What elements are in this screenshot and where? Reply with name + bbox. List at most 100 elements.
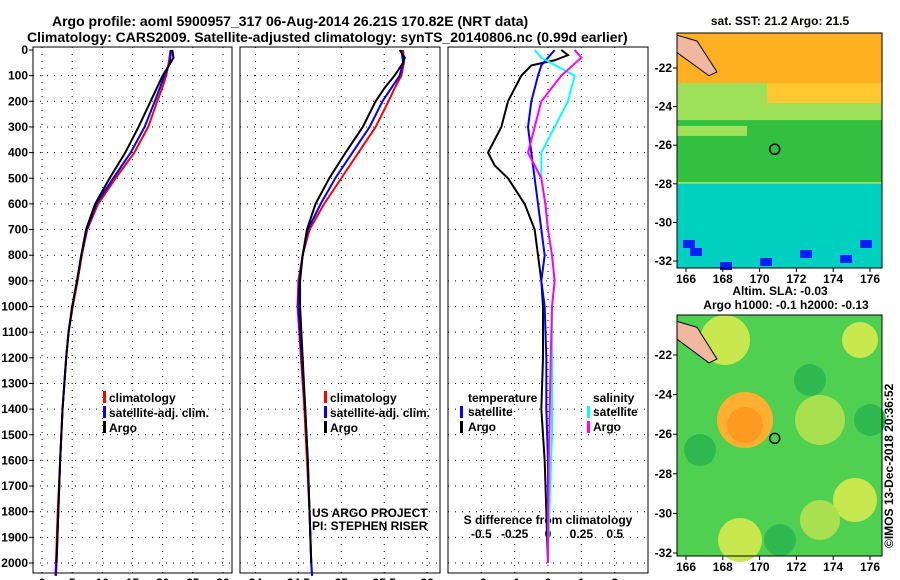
lon-tick-label: 166 [676, 272, 696, 286]
depth-tick-label: 1200 [1, 351, 28, 365]
legend-label: climatology [330, 391, 397, 405]
sla-low-blob [794, 364, 826, 396]
s-tick-label: -0.5 [471, 527, 492, 541]
legend-swatch [324, 421, 327, 433]
x-tick-label: 0 [545, 576, 552, 580]
legend-swatch [103, 391, 106, 403]
series-line-t-argo [486, 49, 571, 564]
depth-tick-label: 1000 [1, 300, 28, 314]
depth-tick-label: 1700 [1, 479, 28, 493]
legend-swatch [460, 421, 463, 433]
project-credit: US ARGO PROJECT [312, 506, 428, 520]
sla-anomaly-blob [833, 478, 877, 522]
lon-tick-label: 172 [786, 272, 806, 286]
lon-tick-label: 174 [823, 560, 843, 574]
sst-cold-patch [690, 248, 702, 256]
legend-swatch [103, 421, 106, 433]
legend-label: satellite-adj. clim. [109, 406, 209, 420]
lon-tick-label: 168 [713, 272, 733, 286]
legend-swatch [460, 406, 463, 418]
lat-tick-label: -24 [655, 100, 673, 114]
lat-tick-label: -24 [655, 388, 673, 402]
map-title: sat. SST: 21.2 Argo: 21.5 [711, 14, 850, 28]
legend-title-salinity: salinity [593, 391, 635, 405]
sst-cold-patch [760, 258, 772, 266]
x-tick-label: 15 [126, 576, 140, 580]
x-tick-label: 1 [578, 576, 585, 580]
lon-tick-label: 166 [676, 560, 696, 574]
series-line-climatology [296, 49, 405, 576]
depth-tick-label: 400 [8, 146, 28, 160]
series-line-argo [55, 49, 175, 564]
x-tick-label: 35.5 [373, 576, 397, 580]
sla-anomaly-blob [795, 395, 845, 445]
sst-cool-band [677, 183, 882, 268]
sla-anomaly-blob [718, 518, 762, 562]
lon-tick-label: 170 [750, 272, 770, 286]
sst-cold-patch [683, 240, 695, 248]
legend-label: satellite [593, 405, 638, 419]
lon-tick-label: 172 [786, 560, 806, 574]
s-tick-label: 0.25 [570, 527, 594, 541]
figure-title: Argo profile: aoml 5900957_317 06-Aug-20… [52, 13, 529, 29]
lat-tick-label: -30 [655, 215, 673, 229]
sla-anomaly-blob [727, 407, 763, 443]
panel-frame-1 [239, 46, 441, 574]
lat-tick-label: -26 [655, 138, 673, 152]
x-tick-label: 10 [96, 576, 110, 580]
x-tick-label: 36 [420, 576, 434, 580]
lon-tick-label: 176 [860, 560, 880, 574]
lat-tick-label: -22 [655, 348, 673, 362]
lat-tick-label: -28 [655, 177, 673, 191]
legend-swatch [587, 406, 590, 418]
series-line-s-satellite [533, 49, 576, 564]
depth-tick-label: 1300 [1, 376, 28, 390]
depth-tick-label: 500 [8, 171, 28, 185]
sla-anomaly-blob [800, 500, 840, 540]
map-title: Altim. SLA: -0.03 [732, 284, 828, 298]
sla-low-blob [684, 434, 716, 466]
legend-swatch [103, 406, 106, 418]
legend-label: Argo [109, 421, 137, 435]
sst-warm-band [767, 83, 882, 103]
depth-tick-label: 700 [8, 223, 28, 237]
x-tick-label: 2 [611, 576, 618, 580]
panel-frame-0 [32, 46, 233, 574]
depth-tick-label: 800 [8, 248, 28, 262]
sla-low-blob [764, 524, 796, 556]
legend-swatch [324, 391, 327, 403]
sst-cold-patch [800, 250, 812, 258]
sst-patch [677, 125, 747, 136]
legend-swatch [587, 421, 590, 433]
x-tick-label: 0 [39, 576, 46, 580]
legend-swatch [324, 406, 327, 418]
map-subtitle: Argo h1000: -0.1 h2000: -0.13 [703, 298, 869, 312]
depth-tick-label: 0 [21, 43, 28, 57]
x-tick-label: 30 [216, 576, 230, 580]
depth-tick-label: 1400 [1, 402, 28, 416]
lon-tick-label: 170 [750, 560, 770, 574]
s-tick-label: 0.5 [606, 527, 623, 541]
sst-cold-patch [840, 255, 852, 263]
sst-cold-patch [720, 262, 732, 270]
lat-tick-label: -30 [655, 506, 673, 520]
depth-tick-label: 1900 [1, 530, 28, 544]
pi-credit: PI: STEPHEN RISER [312, 519, 428, 533]
depth-tick-label: 600 [8, 197, 28, 211]
legend-label: Argo [330, 421, 358, 435]
x-tick-label: -1 [509, 576, 520, 580]
figure-subtitle: Climatology: CARS2009. Satellite-adjuste… [27, 29, 628, 45]
legend-label: satellite-adj. clim. [330, 406, 430, 420]
series-line-climatology [54, 49, 172, 576]
series-line-satellite-adj--clim- [54, 49, 173, 576]
sla-anomaly-blob [842, 322, 878, 358]
legend-label: satellite [468, 405, 513, 419]
x-tick-label: 20 [156, 576, 170, 580]
x-tick-label: 5 [69, 576, 76, 580]
s-tick-label: -0.25 [501, 527, 529, 541]
float-location-marker [768, 143, 781, 156]
legend-label: Argo [468, 420, 496, 434]
lon-tick-label: 174 [823, 272, 843, 286]
